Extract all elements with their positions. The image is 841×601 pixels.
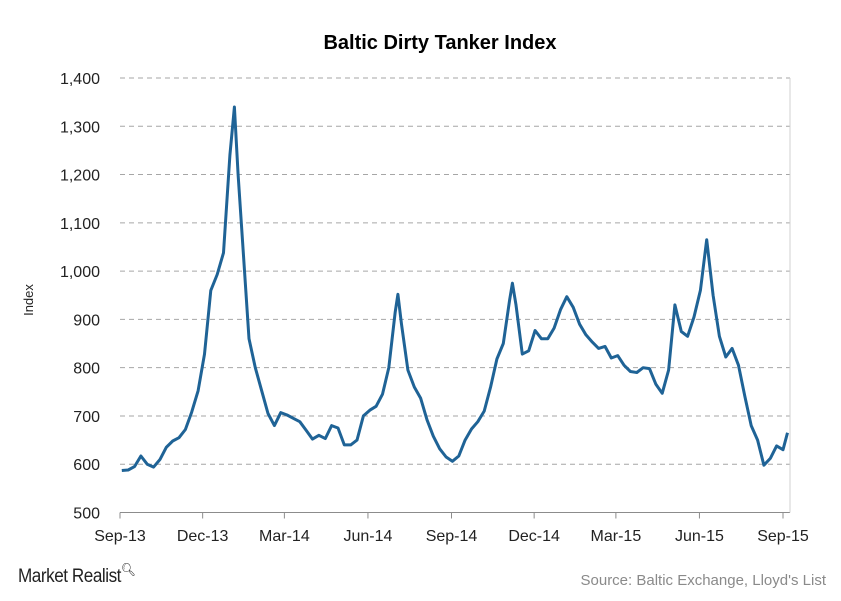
y-axis: 500 600 700 800 900 1,000 1,100 1,200 1,300 1,400 (60, 71, 100, 523)
y-axis-label: Index (21, 284, 36, 316)
x-tick-label: Mar-15 (591, 528, 642, 545)
x-tick-label: Sep-15 (757, 528, 809, 545)
x-tick-label: Sep-13 (94, 528, 146, 545)
y-tick-label: 1,400 (60, 71, 100, 88)
y-tick-label: 500 (73, 506, 100, 523)
gridlines (120, 77, 790, 465)
y-tick-label: 700 (73, 409, 100, 426)
source-note: Source: Baltic Exchange, Lloyd's List (580, 572, 827, 589)
x-axis: Sep-13 Dec-13 Mar-14 Jun-14 Sep-14 Dec-14 Mar-… (94, 78, 809, 545)
y-tick-label: 900 (73, 312, 100, 329)
magnifier-icon: 🔍︎ (120, 562, 136, 577)
y-tick-label: 1,200 (60, 168, 100, 185)
x-tick-label: Jun-14 (343, 528, 392, 545)
y-tick-label: 1,300 (60, 119, 100, 136)
y-tick-label: 1,000 (60, 264, 100, 281)
market-realist-logo: Market Realist🔍︎ (18, 562, 136, 587)
x-tick-label: Dec-13 (177, 528, 229, 545)
x-tick-label: Jun-15 (675, 528, 724, 545)
x-tick-label: Sep-14 (426, 528, 478, 545)
series-line (121, 105, 789, 472)
y-tick-label: 600 (73, 457, 100, 474)
y-tick-label: 1,100 (60, 216, 100, 233)
chart-title: Baltic Dirty Tanker Index (323, 32, 556, 54)
y-tick-label: 800 (73, 361, 100, 378)
x-tick-label: Mar-14 (259, 528, 310, 545)
x-tick-label: Dec-14 (508, 528, 560, 545)
